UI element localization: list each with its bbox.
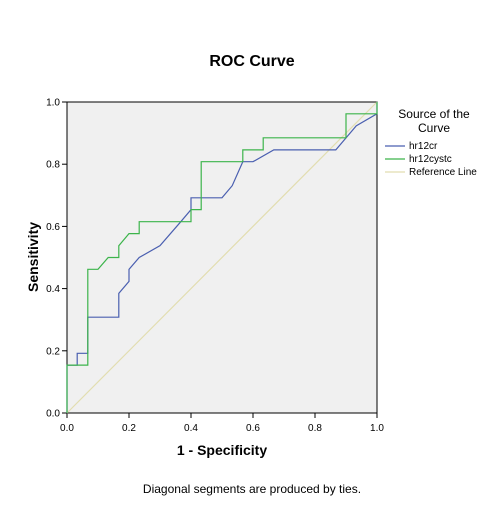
y-axis: 0.0 0.2 0.4 0.6 0.8 1.0 [46, 98, 67, 420]
y-tick-label: 0.6 [46, 222, 60, 233]
legend-title-line2: Curve [418, 121, 450, 135]
footnote: Diagonal segments are produced by ties. [143, 482, 361, 496]
y-tick-label: 0.4 [46, 284, 60, 295]
x-axis-label: 1 - Specificity [177, 442, 267, 458]
series-line-reference-line [66, 101, 378, 414]
y-axis-label: Sensitivity [25, 222, 41, 292]
y-tick-label: 0.8 [46, 160, 60, 171]
y-tick-label: 1.0 [46, 98, 60, 109]
legend: Source of the Curve hr12cr hr12cystc Refer… [385, 107, 477, 178]
y-tick-label: 0.2 [46, 346, 60, 357]
legend-label-hr12cystc: hr12cystc [409, 154, 452, 165]
x-axis: 0.0 0.2 0.4 0.6 0.8 1.0 [60, 413, 384, 434]
x-tick-label: 0.2 [122, 423, 136, 434]
legend-title-line1: Source of the [398, 107, 470, 121]
chart-title: ROC Curve [209, 53, 294, 70]
legend-label-hr12cr: hr12cr [409, 141, 438, 152]
y-tick-label: 0.0 [46, 409, 60, 420]
x-tick-label: 0.4 [184, 423, 198, 434]
legend-label-reference-line: Reference Line [409, 167, 477, 178]
series-line-hr12cr [66, 102, 378, 413]
series-lines [66, 101, 378, 414]
x-tick-label: 0.6 [246, 423, 260, 434]
x-tick-label: 0.0 [60, 423, 74, 434]
x-tick-label: 0.8 [308, 423, 322, 434]
series-line-hr12cystc [66, 102, 378, 413]
x-tick-label: 1.0 [370, 423, 384, 434]
